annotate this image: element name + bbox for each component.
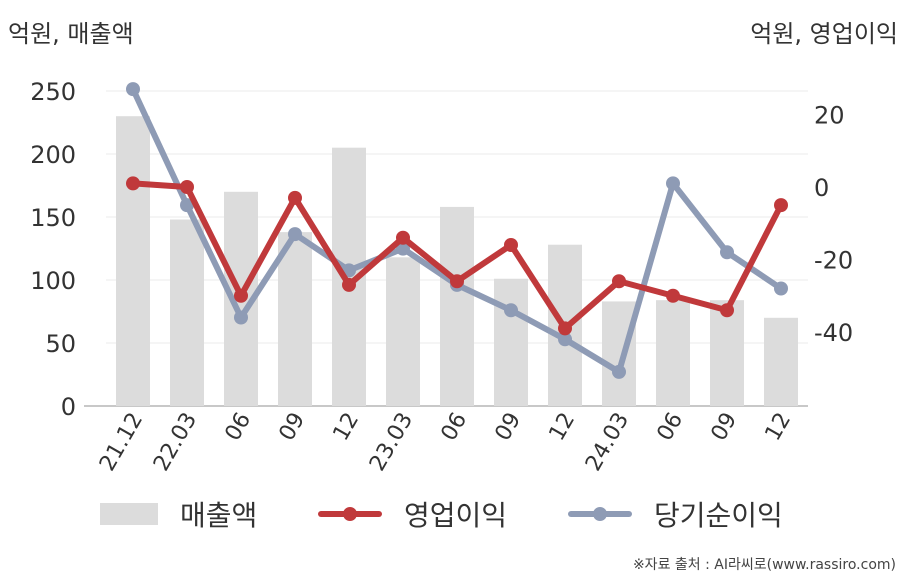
operating-profit-point <box>774 198 788 213</box>
right-axis-ticks: 20 0 -20 -40 <box>814 102 853 348</box>
legend-swatch-net-income <box>568 503 632 525</box>
net-income-point <box>180 198 194 213</box>
revenue-bars <box>116 116 798 406</box>
net-income-point <box>612 364 626 379</box>
revenue-bar <box>710 300 744 406</box>
legend-label-operating-profit: 영업이익 <box>404 499 508 532</box>
net-income-point <box>774 281 788 296</box>
x-tick-label: 21.12 <box>95 409 148 476</box>
operating-profit-point <box>342 277 356 292</box>
operating-profit-point <box>720 303 734 318</box>
operating-profit-point <box>180 180 194 194</box>
revenue-bar <box>278 232 312 406</box>
net-income-point <box>396 241 410 256</box>
x-tick-label: 06 <box>653 409 689 446</box>
legend-label-revenue: 매출액 <box>180 499 258 532</box>
net-income-point <box>126 82 140 97</box>
net-income-point <box>558 332 572 347</box>
operating-profit-point <box>558 321 572 336</box>
operating-profit-point <box>504 238 518 252</box>
right-axis-unit-label: 억원, 영업이익 <box>750 20 898 48</box>
left-tick-label: 50 <box>45 330 76 358</box>
revenue-bar <box>386 257 420 406</box>
legend-swatch-operating-profit <box>318 503 382 525</box>
legend-item-operating-profit: 영업이익 <box>318 494 507 534</box>
x-tick-label: 23.03 <box>365 409 418 476</box>
left-tick-label: 150 <box>30 204 76 232</box>
operating-profit-point <box>396 230 410 245</box>
left-tick-label: 250 <box>30 78 76 106</box>
right-tick-label: 20 <box>814 102 845 130</box>
operating-profit-point <box>288 190 302 205</box>
net-income-point <box>666 176 680 191</box>
left-axis-unit-label: 억원, 매출액 <box>8 20 134 48</box>
x-tick-label: 09 <box>275 409 311 446</box>
left-tick-label: 0 <box>61 393 76 421</box>
source-note: ※자료 출처 : AI라씨로(www.rassiro.com) <box>632 557 896 573</box>
x-tick-label: 12 <box>545 409 581 446</box>
revenue-bar <box>440 206 474 406</box>
x-tick-label: 06 <box>437 409 473 446</box>
operating-profit-point <box>612 274 626 289</box>
operating-profit-point <box>126 176 140 191</box>
operating-profit-point <box>234 288 248 303</box>
legend: 매출액 영업이익 당기순이익 <box>0 494 908 534</box>
revenue-bar <box>494 278 528 406</box>
revenue-bar <box>116 116 150 406</box>
revenue-bar <box>764 317 798 406</box>
net-income-point <box>234 310 248 325</box>
net-income-point <box>288 227 302 242</box>
operating-profit-point <box>450 274 464 289</box>
left-tick-label: 100 <box>30 267 76 295</box>
net-income-point <box>720 245 734 260</box>
x-tick-label: 12 <box>329 409 365 446</box>
left-axis-ticks: 0 50 100 150 200 250 <box>30 78 76 421</box>
net-income-point <box>504 303 518 318</box>
x-tick-label: 22.03 <box>149 409 202 476</box>
x-tick-label: 06 <box>221 409 257 446</box>
legend-item-net-income: 당기순이익 <box>568 494 783 534</box>
x-tick-label: 09 <box>707 409 743 446</box>
legend-item-revenue: 매출액 <box>100 494 257 534</box>
operating-profit-point <box>666 288 680 303</box>
revenue-bar <box>602 301 636 406</box>
right-tick-label: 0 <box>814 174 829 202</box>
left-tick-label: 200 <box>30 141 76 169</box>
x-tick-label: 24.03 <box>581 409 634 476</box>
profit-lines <box>126 82 788 379</box>
legend-swatch-revenue <box>100 503 158 525</box>
x-tick-label: 12 <box>761 409 797 446</box>
right-tick-label: -20 <box>814 247 853 275</box>
x-axis-ticks: 21.12 22.03 06 09 12 23.03 06 09 12 24.03 06 09 12 <box>95 409 796 476</box>
revenue-bar <box>656 300 690 406</box>
legend-label-net-income: 당기순이익 <box>654 499 783 532</box>
revenue-bar <box>170 219 204 406</box>
x-tick-label: 09 <box>491 409 527 446</box>
right-tick-label: -40 <box>814 319 853 347</box>
